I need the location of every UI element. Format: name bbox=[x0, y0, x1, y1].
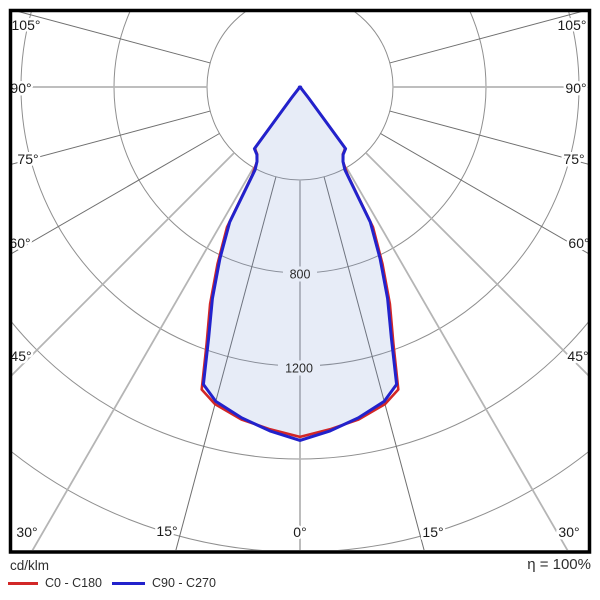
ray--45deg bbox=[12, 152, 235, 377]
ray--75deg bbox=[12, 110, 211, 165]
legend-entry-c0-label: C0 - C180 bbox=[45, 576, 102, 590]
beam-fill bbox=[203, 87, 397, 441]
ray--30deg bbox=[31, 167, 255, 550]
ring-label: 1200 bbox=[285, 362, 313, 376]
c0-line-swatch bbox=[8, 582, 38, 585]
angle-label-75deg: 75° bbox=[563, 151, 584, 167]
ray-45deg bbox=[365, 152, 588, 377]
ray-15deg bbox=[323, 176, 425, 550]
ring-label: 800 bbox=[290, 268, 311, 282]
efficiency-label: η = 100% bbox=[527, 556, 591, 573]
ray-75deg bbox=[389, 110, 588, 165]
ray--105deg bbox=[18, 12, 211, 64]
angle-label-45deg: 45° bbox=[10, 348, 31, 364]
angle-label-15deg: 15° bbox=[156, 523, 177, 539]
legend-entry-c90-label: C90 - C270 bbox=[152, 576, 216, 590]
c90-line-swatch bbox=[112, 582, 145, 585]
ray--15deg bbox=[175, 176, 277, 550]
angle-label-75deg: 75° bbox=[17, 151, 38, 167]
ray-60deg bbox=[380, 133, 588, 254]
ray-30deg bbox=[345, 167, 569, 550]
unit-label: cd/klm bbox=[10, 558, 50, 573]
angle-label-30deg: 30° bbox=[558, 524, 579, 540]
angle-label-90deg: 90° bbox=[10, 80, 31, 96]
angle-label-30deg: 30° bbox=[16, 524, 37, 540]
angle-label-60deg: 60° bbox=[568, 235, 589, 251]
curve-c90-c270 bbox=[201, 85, 399, 442]
ray--60deg bbox=[12, 133, 220, 254]
angle-label-60deg: 60° bbox=[9, 235, 30, 251]
angle-label-105deg: 105° bbox=[12, 17, 41, 33]
angle-label-15deg: 15° bbox=[422, 524, 443, 540]
angle-label-90deg: 90° bbox=[565, 80, 586, 96]
angle-label-45deg: 45° bbox=[567, 348, 588, 364]
ring-label-halo bbox=[278, 360, 320, 376]
plot-border bbox=[8, 8, 592, 554]
legend: cd/klm C0 - C180 C90 - C270 η = 100% bbox=[0, 555, 600, 600]
angle-label-105deg: 105° bbox=[558, 17, 587, 33]
ray-105deg bbox=[389, 12, 582, 64]
angle-label-0deg: 0° bbox=[293, 524, 306, 540]
ring-label-halo bbox=[283, 266, 317, 282]
